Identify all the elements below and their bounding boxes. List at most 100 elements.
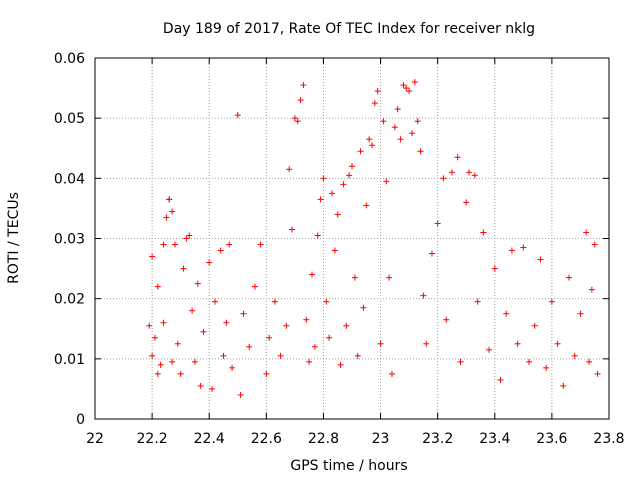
data-point bbox=[346, 172, 353, 179]
data-point bbox=[186, 232, 193, 239]
data-point bbox=[337, 361, 344, 368]
data-point bbox=[154, 370, 161, 377]
data-point bbox=[397, 136, 404, 143]
data-point bbox=[169, 358, 176, 365]
y-tick-label: 0.04 bbox=[54, 171, 85, 187]
y-tick-label: 0.05 bbox=[54, 111, 85, 127]
data-point bbox=[408, 130, 415, 137]
x-tick-label: 22 bbox=[86, 431, 104, 447]
y-tick-label: 0.01 bbox=[54, 352, 85, 368]
chart-title: Day 189 of 2017, Rate Of TEC Index for r… bbox=[163, 21, 535, 37]
data-point bbox=[454, 154, 461, 161]
data-points bbox=[146, 79, 601, 398]
data-point bbox=[149, 253, 156, 260]
data-point bbox=[151, 334, 158, 341]
data-point bbox=[411, 79, 418, 86]
data-point bbox=[591, 241, 598, 248]
grid-lines bbox=[95, 58, 609, 419]
data-point bbox=[277, 352, 284, 359]
data-point bbox=[371, 100, 378, 107]
data-point bbox=[457, 358, 464, 365]
data-point bbox=[554, 340, 561, 347]
data-point bbox=[594, 370, 601, 377]
data-point bbox=[257, 241, 264, 248]
x-tick-label: 23.2 bbox=[422, 431, 453, 447]
data-point bbox=[463, 199, 470, 206]
data-point bbox=[283, 322, 290, 329]
data-point bbox=[160, 319, 167, 326]
data-point bbox=[577, 310, 584, 317]
data-point bbox=[343, 322, 350, 329]
data-point bbox=[474, 298, 481, 305]
data-point bbox=[340, 181, 347, 188]
data-point bbox=[406, 88, 413, 95]
data-point bbox=[197, 382, 204, 389]
data-point bbox=[200, 328, 207, 335]
data-point bbox=[386, 274, 393, 281]
data-point bbox=[366, 136, 373, 143]
x-tick-label: 23.4 bbox=[479, 431, 510, 447]
data-point bbox=[206, 259, 213, 266]
data-point bbox=[508, 247, 515, 254]
data-point bbox=[374, 88, 381, 95]
data-point bbox=[240, 310, 247, 317]
data-point bbox=[217, 247, 224, 254]
data-point bbox=[354, 352, 361, 359]
data-point bbox=[388, 370, 395, 377]
x-axis-ticks: 22 22.2 22.4 22.6 22.8 23 23.2 23.4 23.6 23.8 bbox=[86, 58, 625, 447]
data-point bbox=[263, 370, 270, 377]
data-point bbox=[334, 211, 341, 218]
data-point bbox=[440, 175, 447, 182]
data-point bbox=[174, 340, 181, 347]
y-tick-label: 0.02 bbox=[54, 292, 85, 308]
data-point bbox=[391, 124, 398, 131]
data-point bbox=[403, 85, 410, 92]
data-point bbox=[380, 118, 387, 125]
data-point bbox=[294, 118, 301, 125]
data-point bbox=[491, 265, 498, 272]
data-point bbox=[543, 364, 550, 371]
data-point bbox=[157, 361, 164, 368]
data-point bbox=[171, 241, 178, 248]
y-axis-label: ROTI / TECUs bbox=[6, 192, 22, 284]
data-point bbox=[363, 202, 370, 209]
data-point bbox=[220, 352, 227, 359]
data-point bbox=[326, 334, 333, 341]
x-tick-label: 22.2 bbox=[137, 431, 168, 447]
data-point bbox=[300, 82, 307, 89]
data-point bbox=[223, 319, 230, 326]
data-point bbox=[526, 358, 533, 365]
data-point bbox=[586, 358, 593, 365]
data-point bbox=[160, 241, 167, 248]
data-point bbox=[368, 142, 375, 149]
data-point bbox=[566, 274, 573, 281]
data-point bbox=[588, 286, 595, 293]
data-point bbox=[420, 292, 427, 299]
x-tick-label: 22.6 bbox=[251, 431, 282, 447]
data-point bbox=[317, 196, 324, 203]
plot-frame bbox=[94, 57, 610, 420]
y-tick-label: 0.06 bbox=[54, 51, 85, 67]
data-point bbox=[297, 97, 304, 104]
data-point bbox=[514, 340, 521, 347]
data-point bbox=[211, 298, 218, 305]
data-point bbox=[289, 226, 296, 233]
data-point bbox=[414, 118, 421, 125]
data-point bbox=[571, 352, 578, 359]
data-point bbox=[434, 220, 441, 227]
data-point bbox=[303, 316, 310, 323]
data-point bbox=[246, 343, 253, 350]
data-point bbox=[146, 322, 153, 329]
data-point bbox=[189, 307, 196, 314]
data-point bbox=[306, 358, 313, 365]
data-point bbox=[320, 175, 327, 182]
data-point bbox=[531, 322, 538, 329]
x-tick-label: 23 bbox=[372, 431, 390, 447]
y-tick-label: 0 bbox=[76, 412, 85, 428]
y-axis-ticks: 0 0.01 0.02 0.03 0.04 0.05 0.06 bbox=[54, 51, 609, 428]
data-point bbox=[520, 244, 527, 251]
data-point bbox=[349, 163, 355, 170]
data-point bbox=[323, 298, 330, 305]
data-point bbox=[583, 229, 590, 236]
data-point bbox=[226, 241, 233, 248]
